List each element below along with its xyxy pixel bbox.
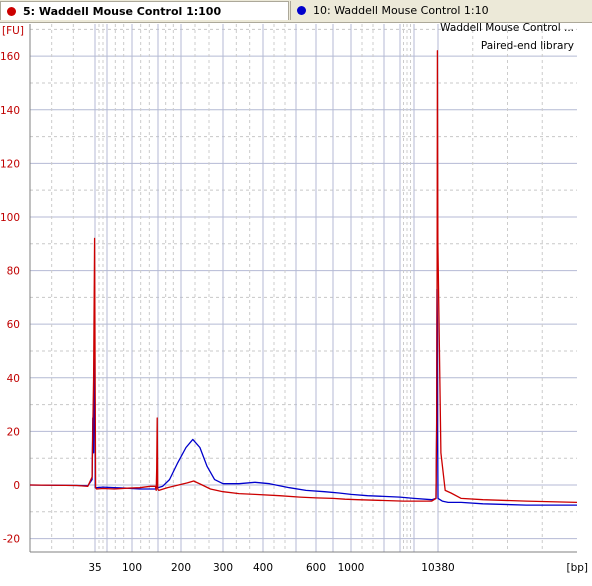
y-tick-label: 140 [0,105,20,117]
series-line-sample-10 [29,288,577,506]
y-tick-label: 80 [7,266,20,278]
y-tick-label: 0 [13,480,20,492]
x-tick-label: 1000 [338,562,365,574]
x-tick-label: 600 [306,562,326,574]
y-tick-label: 100 [0,212,20,224]
y-tick-label: 120 [0,158,20,170]
x-tick-label: 400 [253,562,273,574]
legend-line-1: Waddell Mouse Control ... [440,22,574,34]
y-tick-label: -20 [3,534,20,546]
electropherogram-chart: -20 0 20 40 60 80 100 120 140 160 [FU] 35 100 200 300 4… [0,24,588,574]
tab-sample-5[interactable]: 5: Waddell Mouse Control 1:100 [0,1,289,20]
x-tick-label: 100 [122,562,142,574]
tab-sample-10[interactable]: 10: Waddell Mouse Control 1:10 [290,1,592,20]
x-tick-label: 200 [171,562,191,574]
y-tick-label: 160 [0,51,20,63]
blue-dot-icon [297,6,306,15]
series-line-sample-5 [29,50,578,504]
x-tick-label: 300 [213,562,233,574]
x-tick-label: 10380 [421,562,454,574]
tab-bar: 5: Waddell Mouse Control 1:100 10: Wadde… [0,0,592,23]
tab-sample-10-label: 10: Waddell Mouse Control 1:10 [313,4,489,17]
red-dot-icon [7,7,16,16]
y-tick-label: 60 [7,319,20,331]
legend-line-2: Paired-end library [480,40,574,52]
y-axis-label: [FU] [2,25,24,37]
x-tick-label: 35 [88,562,101,574]
y-tick-label: 20 [7,426,20,438]
tab-sample-5-label: 5: Waddell Mouse Control 1:100 [23,5,222,18]
y-tick-label: 40 [7,373,20,385]
x-axis-label: [bp] [566,562,588,574]
